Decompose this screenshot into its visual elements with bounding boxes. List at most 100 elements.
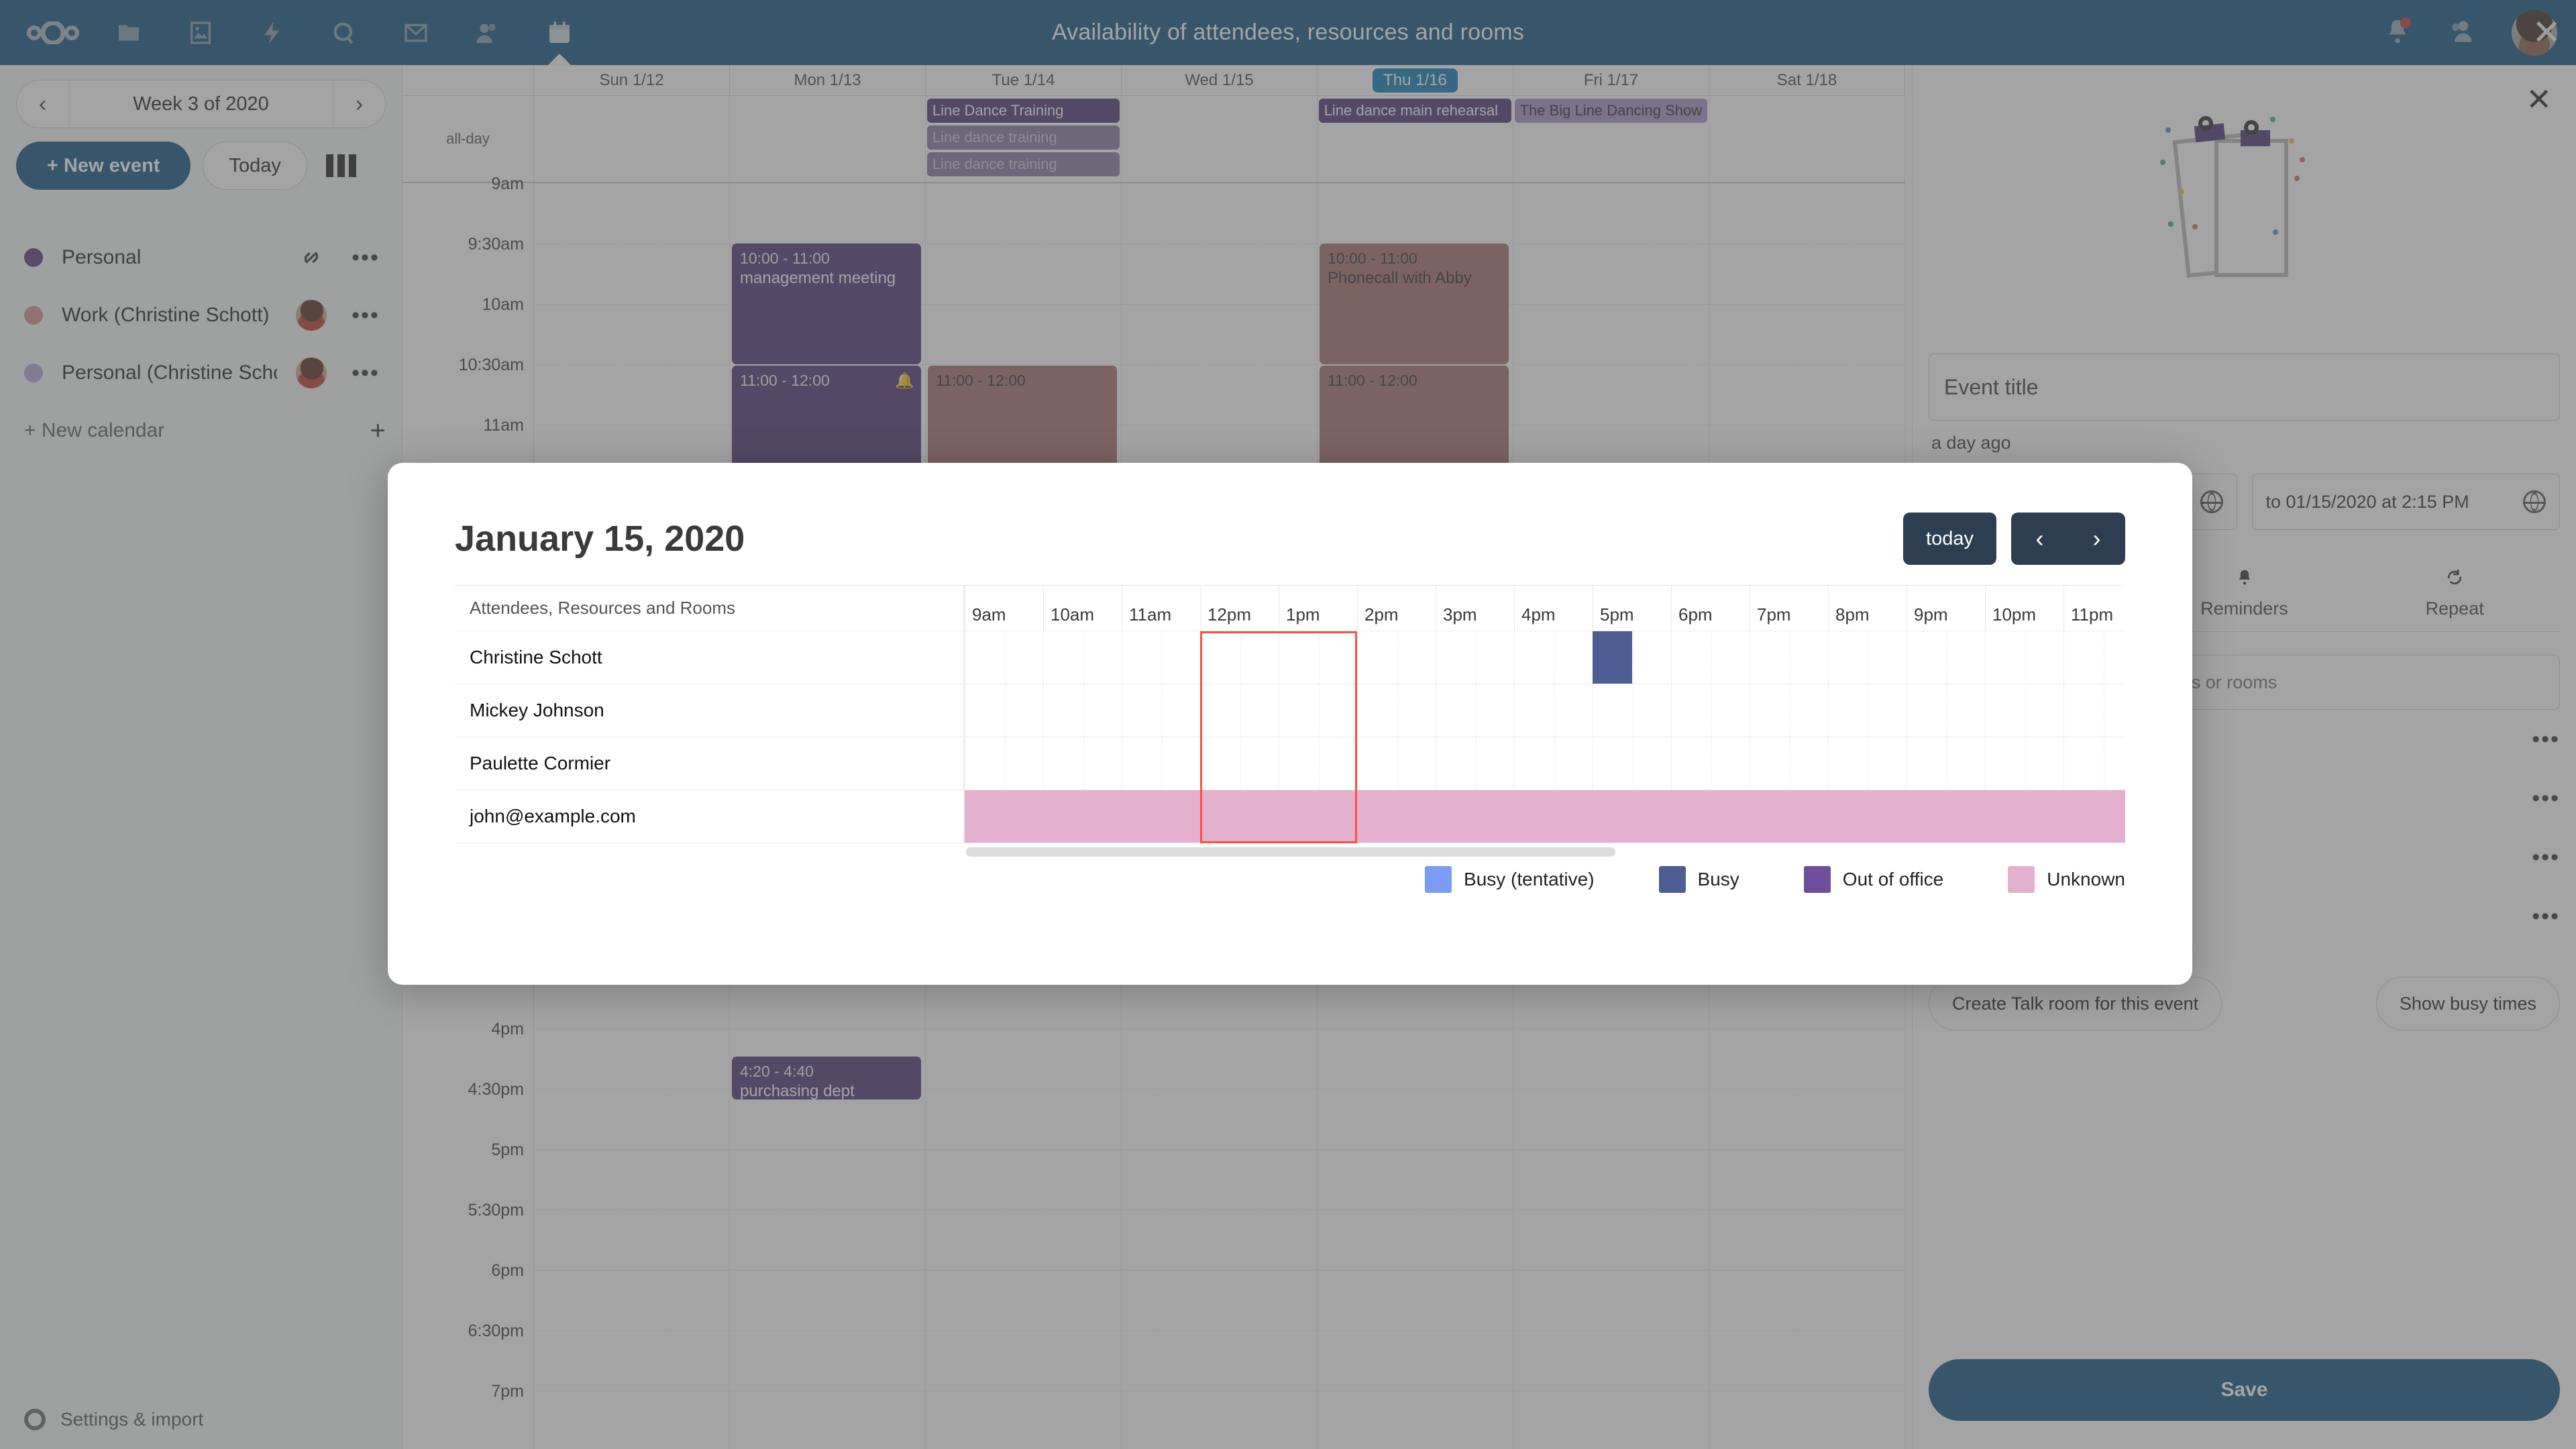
axis-tick: 4pm — [1514, 586, 1593, 631]
half-hour-line — [1868, 737, 1869, 790]
half-hour-line — [1475, 631, 1477, 684]
free-busy-row[interactable] — [965, 631, 2125, 684]
half-hour-line — [1240, 684, 1241, 737]
free-busy-slot[interactable] — [2063, 631, 2125, 684]
time-axis: 9am 10am 11am 12pm 1pm 2pm 3pm 4pm 5pm 6pm 7pm 8pm 9… — [965, 586, 2125, 631]
half-hour-line — [1318, 631, 1320, 684]
free-busy-slot[interactable] — [1043, 737, 1122, 790]
half-hour-line — [1711, 631, 1712, 684]
legend: Busy (tentative) Busy Out of office Unknown — [455, 866, 2125, 893]
free-busy-row[interactable] — [965, 737, 2125, 790]
free-busy-slot[interactable] — [965, 631, 1043, 684]
free-busy-slot[interactable] — [1122, 737, 1200, 790]
free-busy-slot[interactable] — [1985, 631, 2063, 684]
free-busy-slot[interactable] — [1907, 631, 1985, 684]
free-busy-slot[interactable] — [1043, 684, 1122, 737]
free-busy-slot[interactable] — [1671, 684, 1750, 737]
half-hour-line — [1161, 631, 1163, 684]
axis-tick: 10am — [1043, 586, 1122, 631]
axis-tick: 1pm — [1279, 586, 1357, 631]
free-busy-slot[interactable] — [1279, 631, 1357, 684]
axis-tick: 8pm — [1828, 586, 1907, 631]
modal-title: January 15, 2020 — [455, 519, 745, 559]
free-busy-row[interactable] — [965, 790, 2125, 843]
timeline-column[interactable]: 9am 10am 11am 12pm 1pm 2pm 3pm 4pm 5pm 6pm 7pm 8pm 9… — [965, 586, 2125, 843]
free-busy-slot[interactable] — [1985, 684, 2063, 737]
half-hour-line — [1397, 684, 1398, 737]
half-hour-line — [1083, 631, 1084, 684]
free-busy-slot[interactable] — [1671, 631, 1750, 684]
free-busy-slot[interactable] — [1828, 631, 1907, 684]
legend-swatch — [1425, 866, 1452, 893]
free-busy-chart: Attendees, Resources and Rooms Christine… — [455, 585, 2125, 857]
free-busy-slot[interactable] — [1907, 737, 1985, 790]
free-busy-slot[interactable] — [1828, 684, 1907, 737]
legend-label: Busy — [1697, 869, 1739, 890]
free-busy-slot[interactable] — [1043, 631, 1122, 684]
free-busy-slot[interactable] — [1200, 737, 1279, 790]
free-busy-slot[interactable] — [1985, 737, 2063, 790]
half-hour-line — [1318, 737, 1320, 790]
modal-next-button[interactable]: › — [2092, 525, 2101, 552]
attendee-name-cell: Mickey Johnson — [455, 684, 963, 737]
axis-tick: 12pm — [1200, 586, 1279, 631]
axis-tick: 11am — [1122, 586, 1200, 631]
axis-tick: 2pm — [1357, 586, 1436, 631]
legend-swatch — [1658, 866, 1686, 893]
free-busy-slot[interactable] — [2063, 684, 2125, 737]
half-hour-line — [1868, 631, 1869, 684]
free-busy-slot[interactable] — [2063, 737, 2125, 790]
half-hour-line — [1161, 684, 1163, 737]
free-busy-slot[interactable] — [1514, 737, 1593, 790]
free-busy-slot[interactable] — [1122, 684, 1200, 737]
free-busy-slot[interactable] — [1828, 737, 1907, 790]
free-busy-slot[interactable] — [965, 684, 1043, 737]
free-busy-slot[interactable] — [1593, 737, 1671, 790]
free-busy-slot[interactable] — [1200, 684, 1279, 737]
free-busy-slot[interactable] — [1907, 684, 1985, 737]
free-busy-slot[interactable] — [1750, 737, 1828, 790]
free-busy-modal: January 15, 2020 today ‹ › Attendees, Re… — [388, 463, 2192, 985]
half-hour-line — [2025, 631, 2026, 684]
horizontal-scrollbar[interactable] — [966, 847, 2125, 857]
free-busy-slot[interactable] — [965, 737, 1043, 790]
axis-tick: 3pm — [1436, 586, 1514, 631]
free-busy-slot[interactable] — [1436, 631, 1514, 684]
free-busy-slot[interactable] — [1514, 684, 1593, 737]
free-busy-slot[interactable] — [1750, 684, 1828, 737]
free-busy-slot[interactable] — [1279, 684, 1357, 737]
free-busy-block — [965, 790, 2125, 843]
half-hour-line — [1004, 631, 1006, 684]
axis-tick: 9am — [965, 586, 1043, 631]
legend-swatch — [2008, 866, 2035, 893]
free-busy-slot[interactable] — [1514, 631, 1593, 684]
free-busy-slot[interactable] — [1357, 631, 1436, 684]
free-busy-slot[interactable] — [1200, 631, 1279, 684]
free-busy-row[interactable] — [965, 684, 2125, 737]
attendee-column: Attendees, Resources and Rooms Christine… — [455, 586, 965, 843]
attendee-column-header: Attendees, Resources and Rooms — [455, 586, 963, 631]
axis-tick: 10pm — [1985, 586, 2063, 631]
free-busy-slot[interactable] — [1593, 684, 1671, 737]
free-busy-slot[interactable] — [1436, 684, 1514, 737]
half-hour-line — [1554, 737, 1555, 790]
modal-today-button[interactable]: today — [1903, 513, 1996, 565]
free-busy-slot[interactable] — [1671, 737, 1750, 790]
half-hour-line — [1397, 631, 1398, 684]
half-hour-line — [1004, 684, 1006, 737]
half-hour-line — [1711, 684, 1712, 737]
free-busy-slot[interactable] — [1436, 737, 1514, 790]
axis-tick: 11pm — [2063, 586, 2125, 631]
modal-previous-button[interactable]: ‹ — [2035, 525, 2044, 552]
legend-label: Out of office — [1842, 869, 1944, 890]
free-busy-slot[interactable] — [1122, 631, 1200, 684]
free-busy-slot[interactable] — [1750, 631, 1828, 684]
legend-label: Busy (tentative) — [1464, 869, 1595, 890]
half-hour-line — [1475, 737, 1477, 790]
free-busy-slot[interactable] — [1357, 737, 1436, 790]
free-busy-slot[interactable] — [1357, 684, 1436, 737]
half-hour-line — [2025, 737, 2026, 790]
axis-tick: 9pm — [1907, 586, 1985, 631]
free-busy-slot[interactable] — [1279, 737, 1357, 790]
attendee-name-cell: Christine Schott — [455, 631, 963, 684]
